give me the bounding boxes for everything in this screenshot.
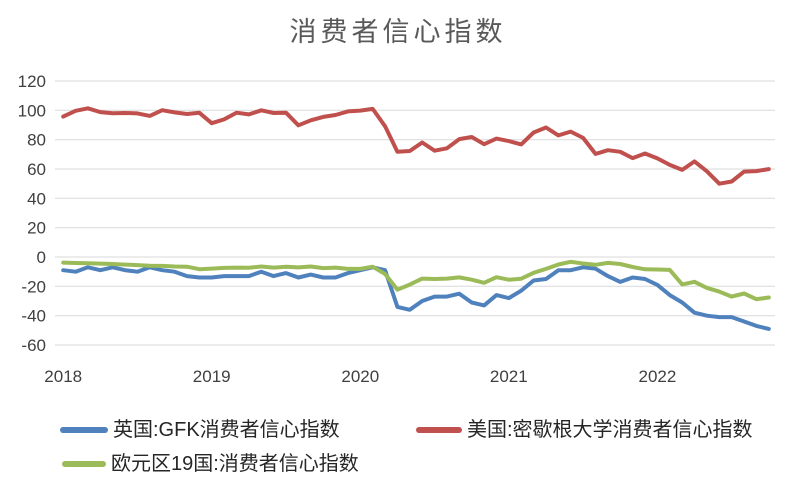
legend-item-eurozone: 欧元区19国:消费者信心指数	[62, 451, 359, 477]
eurozone-series-color-swatch	[62, 461, 106, 467]
y-axis-tick-label: 100	[18, 101, 46, 120]
legend-item-uk: 英国:GFK消费者信心指数	[60, 417, 340, 443]
consumer-confidence-line-chart: 120 100 80 60 40 20 0 -20 -40 -60 2018 2019 2020 2021…	[18, 72, 775, 386]
x-axis-tick-label: 2019	[193, 367, 231, 386]
uk-series-color-swatch	[60, 427, 108, 433]
series-line-us	[61, 106, 771, 186]
y-axis-tick-label: 0	[37, 248, 46, 267]
x-axis-tick-label: 2020	[341, 367, 379, 386]
y-axis-tick-label: 20	[27, 219, 46, 238]
chart-title: 消费者信心指数	[289, 17, 507, 47]
legend-item-us: 美国:密歇根大学消费者信心指数	[416, 417, 753, 443]
y-axis-tick-label: 60	[27, 160, 46, 179]
series-line-eurozone	[61, 259, 771, 302]
legend-label-us: 美国:密歇根大学消费者信心指数	[467, 419, 753, 441]
x-axis-tick-label: 2018	[44, 367, 82, 386]
y-axis-tick-label: -60	[21, 336, 46, 355]
series-line-uk	[61, 265, 771, 331]
x-axis-tick-label: 2022	[638, 367, 676, 386]
y-axis-tick-label: -40	[21, 307, 46, 326]
us-series-color-swatch	[416, 427, 462, 433]
legend-label-uk: 英国:GFK消费者信心指数	[113, 419, 340, 441]
x-axis-tick-label: 2021	[490, 367, 528, 386]
y-axis-tick-label: 40	[27, 189, 46, 208]
y-axis-tick-label: -20	[21, 277, 46, 296]
y-axis-tick-label: 80	[27, 131, 46, 150]
y-axis-tick-label: 120	[18, 72, 46, 91]
legend-label-eurozone: 欧元区19国:消费者信心指数	[111, 453, 359, 475]
